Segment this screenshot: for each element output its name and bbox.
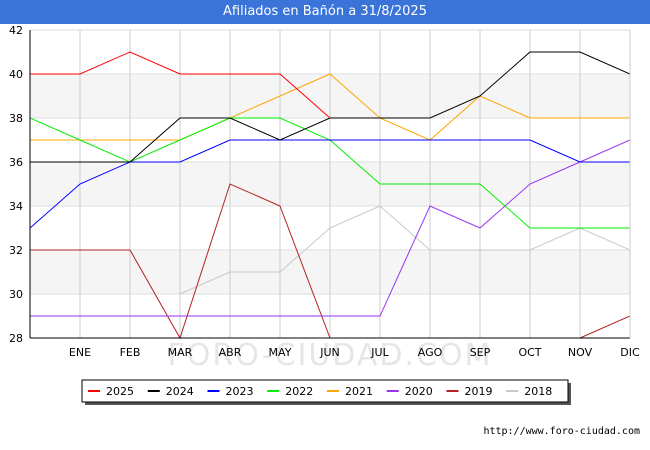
- y-tick-label: 42: [9, 24, 23, 37]
- y-tick-label: 36: [9, 156, 23, 169]
- legend-label-2024: 2024: [166, 385, 194, 398]
- legend-label-2020: 2020: [405, 385, 433, 398]
- legend-label-2022: 2022: [285, 385, 313, 398]
- series-line-2021: [30, 73, 630, 141]
- legend-label-2021: 2021: [345, 385, 373, 398]
- x-tick-label: JUL: [370, 346, 389, 359]
- legend: 2025 2024 2023 2022 2021 2020 2019 2018: [81, 379, 571, 405]
- y-tick-label: 40: [9, 68, 23, 81]
- x-tick-label: DIC: [620, 346, 640, 359]
- y-tick-label: 34: [9, 200, 23, 213]
- y-tick-label: 32: [9, 244, 23, 257]
- x-tick-label: ENE: [69, 346, 91, 359]
- x-tick-label: MAY: [269, 346, 292, 359]
- legend-box: [81, 379, 569, 403]
- legend-label-2025: 2025: [106, 385, 134, 398]
- watermark-text: FORO-CIUDAD.COM: [168, 338, 493, 373]
- x-tick-label: JUN: [319, 346, 340, 359]
- legend-label-2018: 2018: [524, 385, 552, 398]
- x-tick-label: ABR: [219, 346, 242, 359]
- y-tick-label: 30: [9, 288, 23, 301]
- source-link[interactable]: http://www.foro-ciudad.com: [483, 426, 640, 437]
- x-tick-label: FEB: [120, 346, 141, 359]
- x-tick-label: NOV: [568, 346, 593, 359]
- x-tick-label: OCT: [518, 346, 541, 359]
- chart-title: Afiliados en Bañón a 31/8/2025: [0, 0, 650, 24]
- y-tick-label: 38: [9, 112, 23, 125]
- x-tick-labels: ENE FEB MAR ABR MAY JUN JUL AGO SEP OCT NOV DIC: [69, 346, 640, 359]
- x-tick-label: MAR: [168, 346, 193, 359]
- legend-label-2019: 2019: [465, 385, 493, 398]
- series-line-2020: [30, 139, 630, 317]
- series-line-2025: [30, 51, 331, 119]
- x-tick-label: AGO: [418, 346, 443, 359]
- legend-label-2023: 2023: [226, 385, 254, 398]
- x-tick-label: SEP: [470, 346, 491, 359]
- series-line-2018: [179, 205, 630, 295]
- y-tick-labels: 28 30 32 34 36 38 40 42: [9, 24, 23, 345]
- axis-frame: [29, 30, 631, 339]
- y-tick-label: 28: [9, 332, 23, 345]
